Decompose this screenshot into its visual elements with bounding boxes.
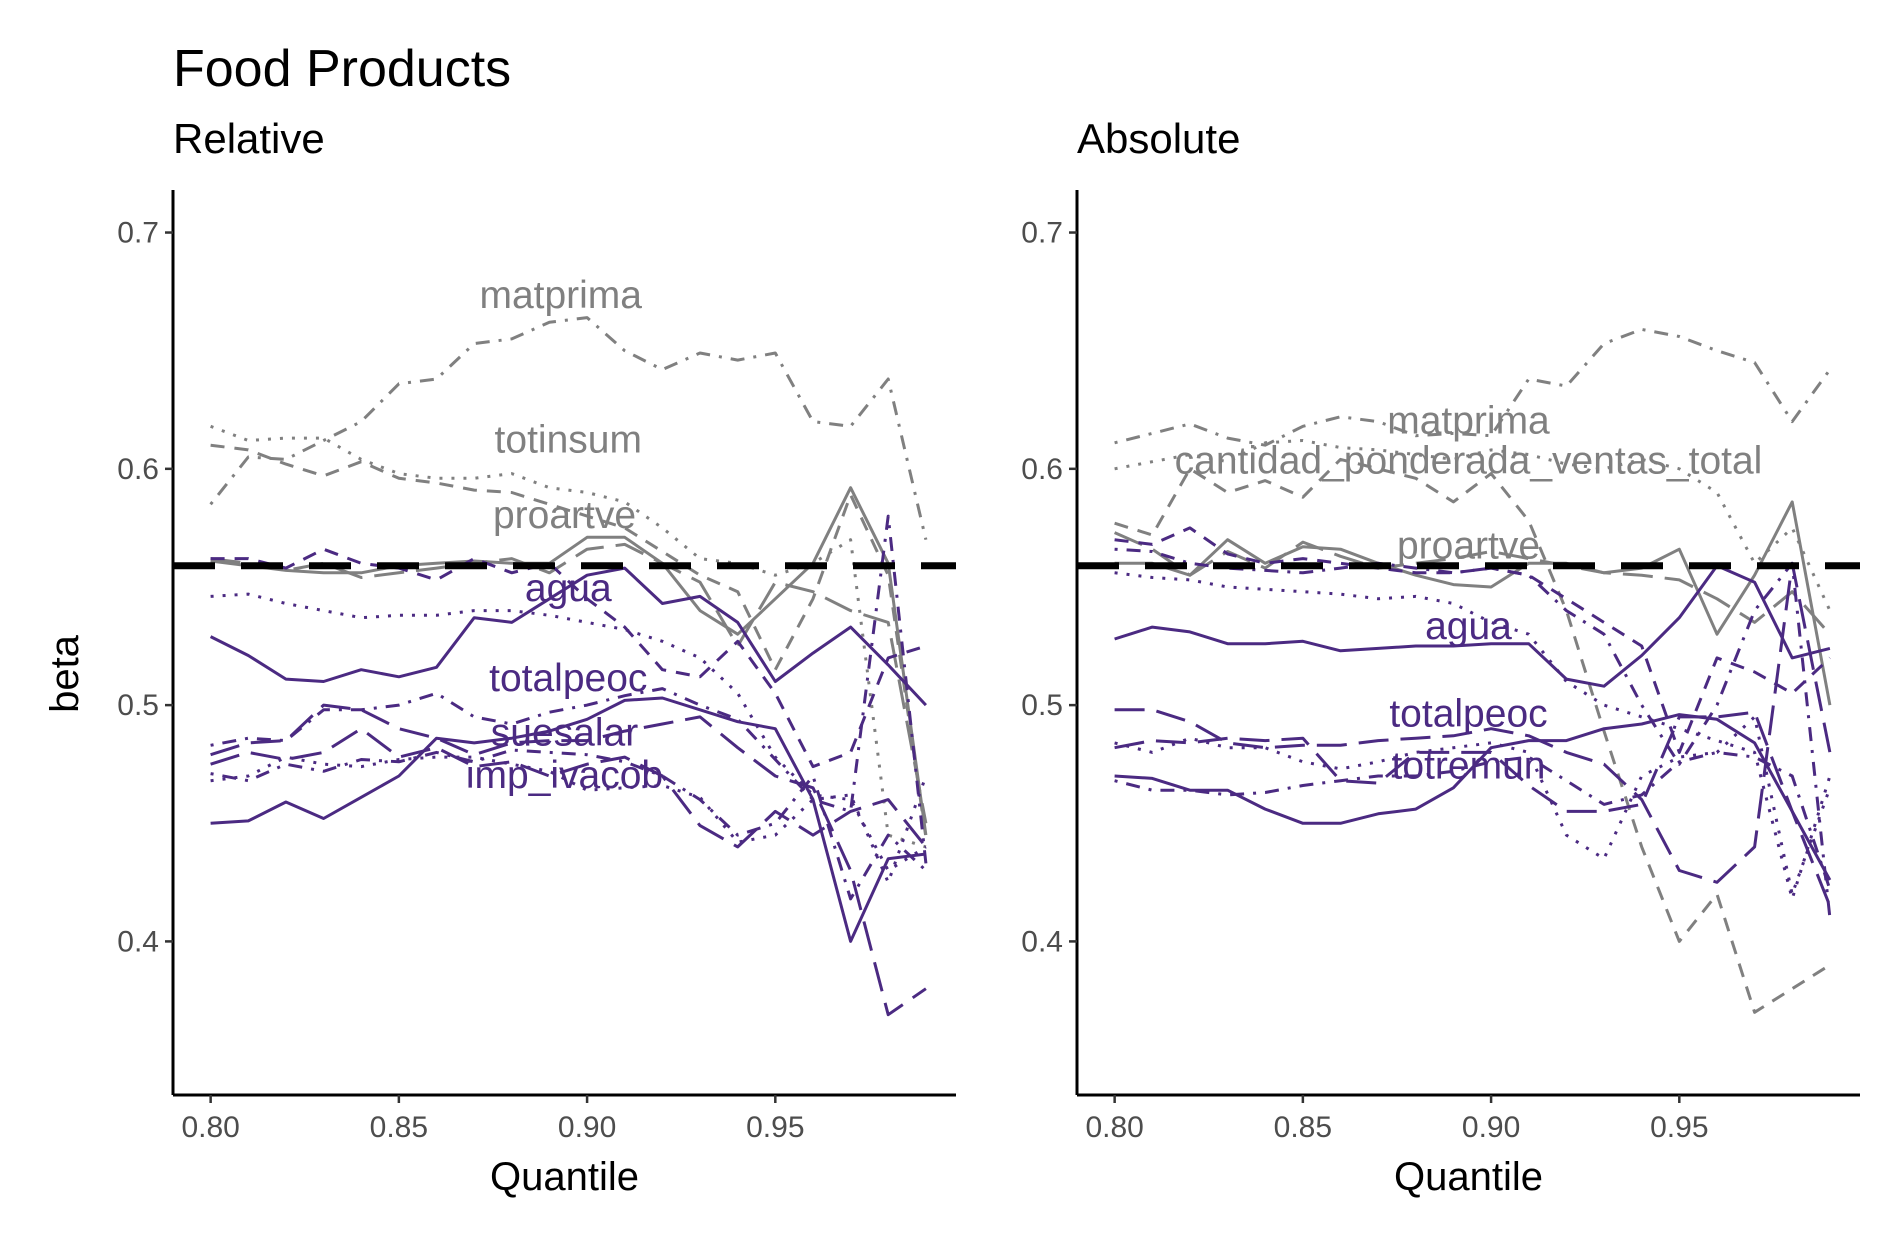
- series-line-3: [210, 486, 928, 836]
- series-label: totremun: [1392, 744, 1546, 787]
- series-line-5: [1114, 564, 1831, 688]
- series-line-5: [209, 566, 927, 707]
- x-tick-label: 0.80: [181, 1111, 239, 1144]
- panel-subtitle: Relative: [173, 115, 325, 162]
- series-line-4: [210, 542, 928, 824]
- series-line-9: [1114, 561, 1832, 884]
- panel-absolute: Absolute matprimacantidad_ponderada_venta…: [1021, 115, 1860, 1199]
- x-tick-label: 0.95: [1650, 1111, 1708, 1144]
- x-tick-label: 0.85: [1274, 1111, 1332, 1144]
- y-tick-label: 0.7: [1021, 217, 1063, 250]
- y-tick-label: 0.5: [117, 689, 159, 722]
- series-label: agua: [1425, 605, 1512, 648]
- chart-title: Food Products: [173, 40, 511, 98]
- panel-relative: Relative matprima totinsum proartve agua tota…: [117, 115, 956, 1199]
- x-tick-label: 0.90: [558, 1111, 616, 1144]
- y-tick-label: 0.4: [117, 925, 159, 958]
- series-line-8: [210, 547, 927, 769]
- series-label: proartve: [1397, 525, 1540, 568]
- series-label: totinsum: [495, 418, 642, 461]
- series-line-6: [1114, 571, 1832, 901]
- x-tick-label: 0.85: [370, 1111, 428, 1144]
- series-label: matprima: [1387, 399, 1550, 442]
- x-tick-label: 0.95: [746, 1111, 804, 1144]
- series-line-0: [1114, 327, 1832, 447]
- y-tick-label: 0.7: [117, 217, 159, 250]
- series-line-11: [210, 748, 927, 901]
- panel-subtitle: Absolute: [1077, 115, 1240, 162]
- series-label: matprima: [479, 274, 642, 317]
- series-line-3: [1114, 500, 1832, 706]
- x-tick-label: 0.90: [1462, 1111, 1520, 1144]
- series-label: agua: [525, 567, 612, 610]
- series-line-1: [210, 424, 927, 849]
- series-label: totalpeoc: [1389, 692, 1547, 735]
- series-label: totalpeoc: [489, 657, 647, 700]
- x-tick-label: 0.80: [1085, 1111, 1143, 1144]
- series-line-2: [210, 443, 928, 838]
- series-label: imp_ivacob: [466, 754, 663, 797]
- series-line-12: [210, 727, 928, 849]
- y-tick-label: 0.4: [1021, 925, 1063, 958]
- series-label: proartve: [493, 494, 636, 537]
- series-label: cantidad_ponderada_ventas_total: [1175, 440, 1763, 483]
- series-line-10: [210, 696, 927, 943]
- y-tick-label: 0.6: [1021, 453, 1063, 486]
- series-line-1: [1114, 439, 1832, 612]
- y-tick-label: 0.6: [117, 453, 159, 486]
- series-line-12: [1114, 710, 1832, 907]
- series-line-7: [210, 514, 928, 864]
- x-axis-title: Quantile: [490, 1155, 639, 1199]
- series-line-11: [1114, 750, 1832, 890]
- series-label: suesalar: [491, 711, 638, 754]
- y-axis-title: beta: [43, 634, 87, 713]
- series-line-2: [1114, 457, 1831, 1014]
- y-tick-label: 0.5: [1021, 689, 1063, 722]
- x-axis-title: Quantile: [1394, 1155, 1543, 1199]
- series-line-8: [1114, 526, 1831, 754]
- series-line-0: [209, 316, 928, 541]
- series-line-6: [210, 592, 927, 872]
